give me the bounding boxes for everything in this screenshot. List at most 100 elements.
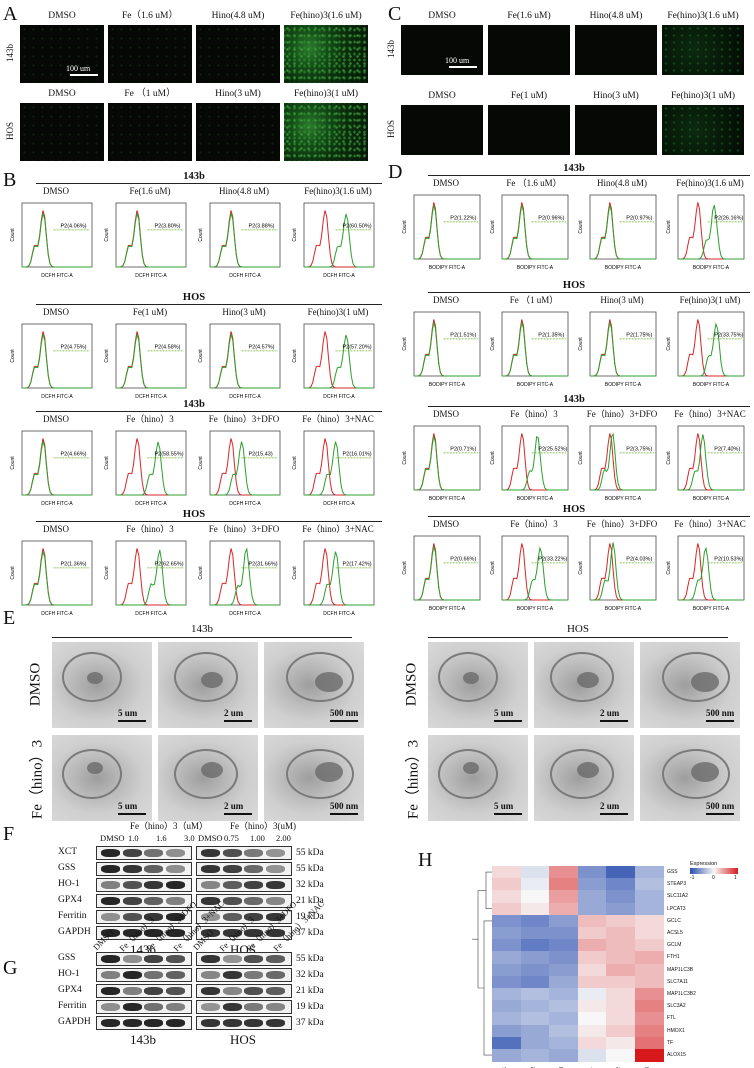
b-group-label-1: 143b — [183, 171, 205, 182]
f-band-right-2-3 — [244, 865, 263, 873]
d-histogram-1-2-frame — [501, 194, 569, 260]
f-col-left-3: 1.6 — [156, 833, 167, 843]
h-gene-14: HMOX1 — [667, 1027, 685, 1034]
e-left-cell-outline-1-1 — [62, 652, 122, 702]
f-col-right-4: 2.00 — [276, 833, 291, 843]
b-histogram-1-3-gate-label: P2(3.88%) — [249, 223, 275, 229]
d-histogram-2-4-control-curve — [678, 319, 744, 377]
h-cell-14-5 — [606, 1024, 635, 1038]
b-histogram-3-2-control-curve — [116, 438, 186, 496]
b-histogram-3-1-treated-curve — [22, 441, 92, 496]
d-histogram-2-2-svg: P2(1.35%) BODIPY FITC-A Count — [490, 311, 569, 388]
g-band-left-4-4 — [165, 1003, 185, 1011]
h-cell-16-5 — [606, 1049, 635, 1062]
b-histogram-2-1-xaxis-label: DCFH FITC-A — [41, 394, 73, 400]
d-histogram-4-2-gate-label: P2(33.22%) — [538, 556, 567, 562]
e-right-tem-1-1 — [428, 642, 528, 728]
d-histogram-3-2-svg: P2(25.52%) BODIPY FITC-A Count — [490, 425, 569, 502]
e-right-scale-bar-2-1 — [494, 813, 522, 815]
f-band-left-5-1 — [101, 913, 120, 921]
e-left-scale-bar-2-2 — [224, 813, 252, 815]
f-band-right-1-2 — [222, 849, 242, 857]
h-gene-7: GCLM — [667, 942, 682, 949]
b-histogram-1-1-control-curve — [22, 210, 92, 268]
d-histogram-3-2: P2(25.52%) BODIPY FITC-A Count — [488, 422, 572, 502]
b-group-label-4: HOS — [182, 509, 206, 520]
b-histogram-1-4-gate-label: P2(60.50%) — [343, 223, 372, 229]
d-histogram-1-4-svg: P2(26.16%) BODIPY FITC-A Count — [666, 194, 745, 271]
d-histogram-4-4-svg: P2(10.53%) BODIPY FITC-A Count — [666, 535, 745, 612]
f-kda-4: 21 kDa — [296, 896, 324, 906]
d-title-4-2: Fe（hino）3 — [510, 519, 558, 529]
a-image-2-3 — [196, 103, 280, 161]
b-title-1-1: DMSO — [42, 186, 69, 196]
e-left-cell-outline-2-1 — [62, 749, 122, 799]
g-kda-1: 55 kDa — [296, 954, 324, 964]
d-histogram-3-1-yaxis-label: Count — [402, 451, 408, 465]
h-dendrogram-branches — [472, 871, 492, 1056]
d-title-1-2: Fe （1.6 uM） — [506, 178, 562, 188]
h-cell-10-3 — [549, 975, 578, 989]
b-histogram-2-1-gate-label: P2(4.75%) — [61, 344, 87, 350]
f-band-right-5-2 — [222, 913, 242, 921]
b-histogram-3-3-svg: P2(15.43) DCFH FITC-A Count — [198, 430, 281, 507]
h-cell-5-5 — [606, 914, 635, 928]
b-histogram-3-4-xaxis-label: DCFH FITC-A — [323, 501, 355, 507]
e-right-row-label-1: DMSO — [403, 662, 420, 707]
e-right-scale-text-2-1: 5 um — [494, 801, 514, 811]
h-cell-9-4 — [577, 963, 607, 977]
b-histogram-4-3: P2(31.66%) DCFH FITC-A Count — [196, 537, 284, 617]
d-histogram-3-1-gate-label: P2(0.71%) — [450, 446, 476, 452]
h-cell-2-5 — [606, 878, 635, 891]
d-histogram-1-2: P2(0.96%) BODIPY FITC-A Count — [488, 191, 572, 271]
h-cell-15-1 — [492, 1036, 521, 1050]
b-histogram-2-3-control-curve — [210, 331, 280, 389]
panel-label-a: A — [3, 3, 18, 25]
d-histogram-2-2-gate-label: P2(1.35%) — [538, 332, 564, 338]
b-title-4-3: Fe（hino）3+DFO — [208, 524, 280, 534]
b-histogram-2-2-yaxis-label: Count — [104, 349, 110, 363]
d-histogram-1-1-svg: P2(1.22%) BODIPY FITC-A Count — [402, 194, 481, 271]
d-group-rule-3 — [428, 406, 750, 407]
h-cell-11-1 — [492, 988, 521, 1001]
d-histogram-1-1-xaxis-label: BODIPY FITC-A — [429, 265, 466, 271]
d-histogram-1-2-xaxis-label: BODIPY FITC-A — [517, 265, 554, 271]
f-band-left-2-3 — [144, 865, 163, 873]
d-histogram-1-1-yaxis-label: Count — [402, 220, 408, 234]
e-right-title: HOS — [566, 623, 589, 635]
d-group-label-3: 143b — [563, 394, 585, 405]
g-band-right-4-4 — [265, 1003, 285, 1011]
panel-label-d: D — [388, 161, 403, 183]
g-band-right-1-3 — [244, 955, 263, 963]
d-histogram-1-3: P2(0.97%) BODIPY FITC-A Count — [576, 191, 660, 271]
f-band-right-4-1 — [201, 897, 220, 905]
a-title-2-2: Fe （1 uM） — [124, 89, 176, 99]
b-histogram-1-4-frame — [303, 202, 375, 268]
b-histogram-1-3-svg: P2(3.88%) DCFH FITC-A Count — [198, 202, 281, 279]
b-histogram-1-3-control-curve — [210, 210, 280, 268]
b-histogram-2-1-control-curve — [22, 331, 92, 389]
d-histogram-2-1-xaxis-label: BODIPY FITC-A — [429, 382, 466, 388]
f-band-right-3-1 — [201, 881, 220, 889]
e-left-scale-text-1-2: 2 um — [224, 708, 244, 718]
g-protein-3: GPX4 — [58, 985, 82, 995]
b-histogram-2-1: P2(4.75%) DCFH FITC-A Count — [8, 320, 96, 400]
b-histogram-4-1-svg: P2(1.36%) DCFH FITC-A Count — [10, 540, 93, 617]
b-group-rule-3 — [36, 411, 382, 412]
h-cell-10-4 — [577, 975, 607, 989]
h-cell-13-5 — [606, 1012, 635, 1026]
c-title-1-3: Hino(4.8 uM) — [589, 11, 643, 21]
d-histogram-4-4-treated-curve — [678, 546, 744, 601]
e-left-tem-2-3 — [264, 735, 364, 821]
h-cell-5-6 — [634, 914, 664, 928]
e-right-scale-text-2-3: 500 nm — [706, 801, 735, 811]
h-cell-7-4 — [577, 939, 607, 952]
b-title-4-2: Fe（hino）3 — [126, 524, 174, 534]
f-band-left-6-2 — [122, 929, 142, 937]
h-cell-6-3 — [549, 927, 578, 940]
a-image-1-4 — [284, 25, 368, 83]
b-histogram-4-3-xaxis-label: DCFH FITC-A — [229, 611, 261, 617]
f-band-right-5-1 — [201, 913, 220, 921]
d-histogram-3-2-treated-curve — [502, 436, 568, 491]
d-group-rule-2 — [428, 292, 750, 293]
